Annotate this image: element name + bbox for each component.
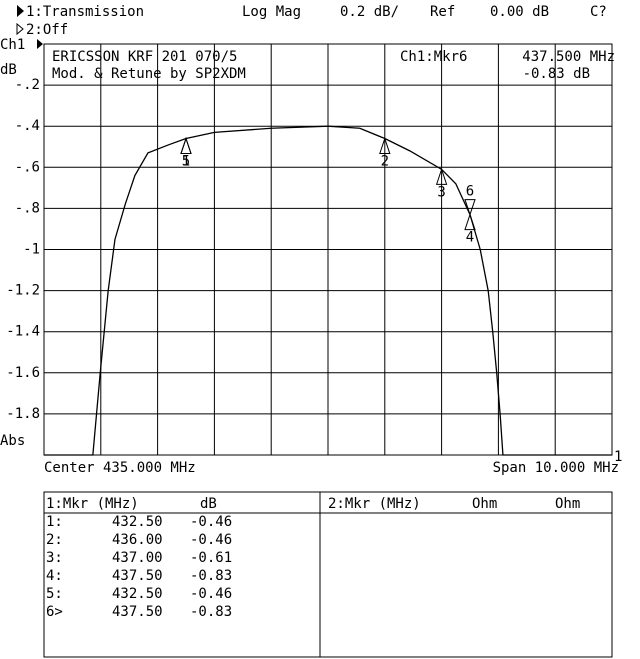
table-cell: 2: [46, 532, 63, 548]
table-cell: 437.50 [112, 568, 163, 584]
marker [464, 212, 476, 231]
table-cell: 1: [46, 514, 63, 530]
table-header: Ohm [555, 496, 580, 512]
marker [435, 167, 448, 185]
y-tick-label: -1.6 [6, 365, 40, 381]
table-header: 1:Mkr (MHz) [46, 496, 139, 512]
y-tick-label: -.6 [15, 159, 40, 175]
span-label: Span 10.000 MHz [493, 460, 619, 476]
ref-label: Ref [430, 4, 455, 20]
y-tick-label: -.2 [15, 77, 40, 93]
cal: C? [590, 4, 607, 20]
marker-label: 1 [182, 154, 190, 170]
table-frame [43, 491, 613, 658]
chart-title: ERICSSON KRF 201 070/5 [52, 49, 237, 65]
channel2: 2:Off [26, 22, 68, 38]
table-cell: -0.61 [190, 550, 232, 566]
y-tick-label: -1 [23, 242, 40, 258]
table-cell: -0.46 [190, 586, 232, 602]
chart-subtitle: Mod. & Retune by SP2XDM [52, 66, 246, 82]
y-unit: dB [0, 62, 17, 78]
channel-label: Ch1 [0, 37, 25, 53]
table-header: 2:Mkr (MHz) [328, 496, 421, 512]
marker-label: 3 [437, 184, 445, 200]
y-tick-label: -.4 [15, 118, 40, 134]
table-cell: -0.46 [190, 514, 232, 530]
table-cell: 4: [46, 568, 63, 584]
format: Log Mag [242, 4, 301, 20]
table-cell: 436.00 [112, 532, 163, 548]
table-cell: 6> [46, 604, 63, 620]
marker [464, 199, 476, 217]
table-cell: 3: [46, 550, 63, 566]
table-header: dB [200, 496, 217, 512]
active-marker-x: 437.500 MHz [522, 49, 615, 65]
marker [379, 136, 391, 155]
ref-value: 0.00 dB [490, 4, 549, 20]
marker-label: 6 [466, 184, 474, 200]
table-header: Ohm [472, 496, 497, 512]
channel-arrow [16, 22, 24, 36]
corner-label: 1 [614, 449, 622, 465]
trace [44, 125, 612, 456]
table-cell: -0.83 [190, 568, 232, 584]
ch1-arrow [37, 39, 43, 49]
marker [180, 136, 192, 155]
y-tick-label: -1.8 [6, 406, 40, 422]
marker-label: 2 [381, 154, 389, 170]
table-cell: -0.46 [190, 532, 232, 548]
table-cell: 437.50 [112, 604, 163, 620]
marker-label: 4 [466, 230, 474, 246]
bottom-label: Abs [0, 433, 25, 449]
table-cell: 5: [46, 586, 63, 602]
scale: 0.2 dB/ [340, 4, 399, 20]
marker [180, 136, 192, 155]
active-marker: Ch1:Mkr6 [400, 49, 467, 65]
active-channel-arrow [17, 5, 24, 17]
y-tick-label: -1.4 [6, 324, 40, 340]
y-tick-label: -.8 [15, 200, 40, 216]
y-tick-label: -1.2 [6, 283, 40, 299]
table-cell: 437.00 [112, 550, 163, 566]
center-label: Center 435.000 MHz [44, 460, 196, 476]
active-marker-y: -0.83 dB [523, 66, 590, 82]
table-cell: 432.50 [112, 514, 163, 530]
table-cell: 432.50 [112, 586, 163, 602]
channel1: 1:Transmission [26, 4, 144, 20]
marker-label: 5 [182, 154, 190, 170]
table-cell: -0.83 [190, 604, 232, 620]
